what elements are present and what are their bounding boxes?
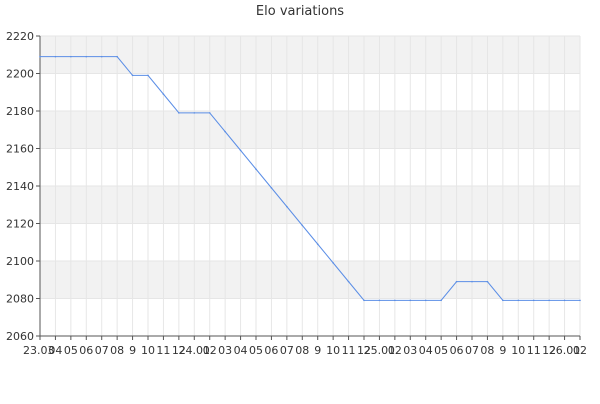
data-point	[255, 168, 257, 170]
x-tick-label: 9	[314, 344, 321, 357]
data-point	[548, 299, 550, 302]
plot-band	[40, 261, 580, 299]
x-tick-label: 08	[295, 344, 309, 357]
data-point	[239, 149, 242, 152]
x-tick-label: 23.03	[23, 344, 55, 357]
data-point	[455, 280, 458, 283]
data-point	[100, 55, 103, 58]
x-tick-label: 05	[434, 344, 448, 357]
x-tick-label: 02	[388, 344, 402, 357]
x-tick-label: 12	[542, 344, 556, 357]
x-tick-label: 11	[342, 344, 356, 357]
y-tick-label: 2200	[6, 68, 34, 81]
plot-band	[40, 111, 580, 149]
x-tick-label: 12	[357, 344, 371, 357]
y-tick-label: 2080	[6, 293, 34, 306]
data-point	[286, 205, 288, 208]
data-point	[378, 299, 381, 302]
y-tick-labels: 2060 2080 2100 2120 2140 2160 2180 2200 2220	[6, 30, 34, 343]
data-point	[224, 130, 226, 133]
data-point	[394, 299, 396, 302]
x-tick-label: 04	[419, 344, 433, 357]
x-tick-label: 24.01	[179, 344, 211, 357]
x-tick-label: 02	[573, 344, 587, 357]
x-tick-label: 06	[264, 344, 278, 357]
y-tick-label: 2060	[6, 330, 34, 343]
data-point	[532, 299, 535, 302]
elo-series-line	[40, 56, 580, 301]
y-tick-label: 2140	[6, 180, 34, 193]
data-point	[517, 299, 520, 302]
plot-bands	[40, 36, 580, 299]
data-point	[440, 299, 442, 302]
data-point	[85, 55, 88, 58]
x-tick-label: 26.01	[549, 344, 581, 357]
x-tick-label: 9	[499, 344, 506, 357]
x-tick-label: 06	[450, 344, 464, 357]
x-tick-label: 11	[156, 344, 170, 357]
x-tick-label: 07	[465, 344, 479, 357]
data-point	[39, 55, 41, 58]
data-point	[563, 299, 566, 302]
x-tick-label: 03	[218, 344, 232, 357]
data-point	[332, 262, 334, 264]
axes	[36, 35, 581, 340]
data-point	[131, 74, 134, 77]
data-point	[70, 55, 72, 58]
y-tick-label: 2160	[6, 143, 34, 156]
y-tick-label: 2100	[6, 255, 34, 268]
data-point	[193, 112, 196, 114]
data-point	[579, 299, 581, 302]
data-point	[502, 299, 504, 302]
x-tick-label: 12	[172, 344, 186, 357]
x-tick-label: 03	[403, 344, 417, 357]
data-point	[301, 224, 304, 227]
data-point	[54, 55, 57, 58]
plot-band	[40, 186, 580, 224]
x-tick-label: 25.01	[364, 344, 396, 357]
data-point	[363, 299, 365, 302]
x-tick-label: 07	[95, 344, 109, 357]
plot-band	[40, 36, 580, 74]
data-point	[409, 299, 412, 302]
data-point	[424, 299, 427, 302]
x-tick-label: 05	[249, 344, 263, 357]
x-tick-label: 10	[141, 344, 155, 357]
data-point	[486, 280, 489, 283]
data-point	[116, 55, 118, 58]
x-tick-label: 10	[326, 344, 340, 357]
data-point	[270, 187, 273, 189]
x-tick-label: 06	[79, 344, 93, 357]
data-point	[471, 280, 473, 283]
x-tick-label: 04	[234, 344, 248, 357]
x-tick-label: 05	[64, 344, 78, 357]
series-layer	[39, 55, 581, 302]
y-tick-label: 2120	[6, 218, 34, 231]
x-tick-label: 04	[48, 344, 62, 357]
x-tick-label: 08	[480, 344, 494, 357]
data-point	[208, 112, 211, 114]
data-point	[316, 243, 319, 245]
data-point	[162, 93, 165, 95]
y-tick-label: 2180	[6, 105, 34, 118]
x-tick-label: 9	[129, 344, 136, 357]
y-tick-label: 2220	[6, 30, 34, 43]
x-tick-label: 02	[203, 344, 217, 357]
data-point	[147, 74, 149, 77]
x-tick-label: 07	[280, 344, 294, 357]
x-tick-label: 10	[511, 344, 525, 357]
x-tick-label: 11	[527, 344, 541, 357]
x-tick-label: 08	[110, 344, 124, 357]
chart-title: Elo variations	[255, 4, 345, 19]
data-point	[178, 112, 180, 114]
data-point	[347, 280, 350, 283]
